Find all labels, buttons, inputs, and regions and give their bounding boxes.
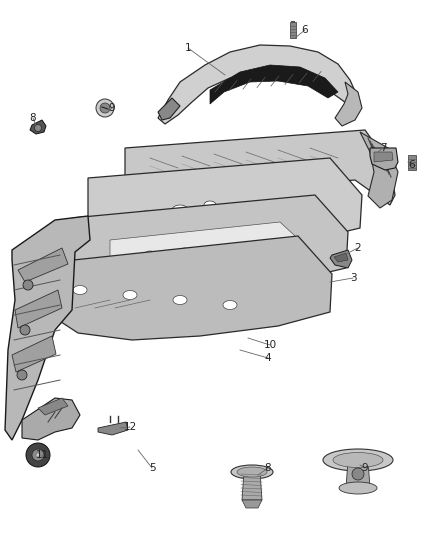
Polygon shape [15,290,62,328]
Polygon shape [334,253,348,262]
Text: 7: 7 [380,143,386,153]
Text: 10: 10 [263,340,276,350]
Text: 11: 11 [35,450,49,460]
Circle shape [26,443,50,467]
Circle shape [158,256,166,264]
Polygon shape [158,98,180,120]
Polygon shape [242,500,262,508]
Polygon shape [72,195,348,294]
Polygon shape [30,120,46,134]
Text: 4: 4 [265,353,271,363]
Text: 5: 5 [148,463,155,473]
Circle shape [20,325,30,335]
Text: 6: 6 [409,160,415,170]
Polygon shape [290,22,296,38]
Polygon shape [335,82,362,126]
Circle shape [96,99,114,117]
Circle shape [218,245,232,259]
Text: 8: 8 [265,463,271,473]
Ellipse shape [333,453,383,467]
Text: 9: 9 [362,463,368,473]
Ellipse shape [172,205,188,215]
Polygon shape [360,132,398,208]
Text: 3: 3 [350,273,356,283]
Circle shape [178,248,192,262]
Polygon shape [370,148,398,170]
Polygon shape [5,216,90,440]
Polygon shape [110,222,308,278]
Circle shape [100,103,110,113]
Ellipse shape [73,286,87,295]
Ellipse shape [123,290,137,300]
Ellipse shape [173,295,187,304]
Circle shape [261,241,275,255]
Text: 8: 8 [30,113,36,123]
Ellipse shape [223,301,237,310]
Circle shape [143,251,157,265]
Polygon shape [98,422,128,435]
Polygon shape [210,65,338,104]
Polygon shape [242,472,262,500]
Circle shape [126,259,134,267]
Ellipse shape [204,201,216,209]
Circle shape [32,449,44,461]
Text: 9: 9 [109,103,115,113]
Polygon shape [158,45,358,124]
Circle shape [352,468,364,480]
Polygon shape [88,158,362,255]
Ellipse shape [231,465,273,479]
Polygon shape [55,236,332,340]
Circle shape [35,125,42,132]
Polygon shape [12,336,56,372]
Polygon shape [346,460,370,488]
Circle shape [196,252,204,260]
Polygon shape [22,398,80,440]
Ellipse shape [237,467,267,477]
Circle shape [17,370,27,380]
Polygon shape [18,248,68,282]
Circle shape [36,453,40,457]
Text: 2: 2 [355,243,361,253]
Text: 12: 12 [124,422,137,432]
Polygon shape [38,398,68,415]
Text: 6: 6 [302,25,308,35]
Ellipse shape [150,216,160,224]
Polygon shape [374,152,393,162]
Text: 1: 1 [185,43,191,53]
Polygon shape [408,155,416,170]
Circle shape [23,280,33,290]
Polygon shape [330,250,352,268]
Ellipse shape [339,482,377,494]
Polygon shape [125,130,395,205]
Ellipse shape [323,449,393,471]
